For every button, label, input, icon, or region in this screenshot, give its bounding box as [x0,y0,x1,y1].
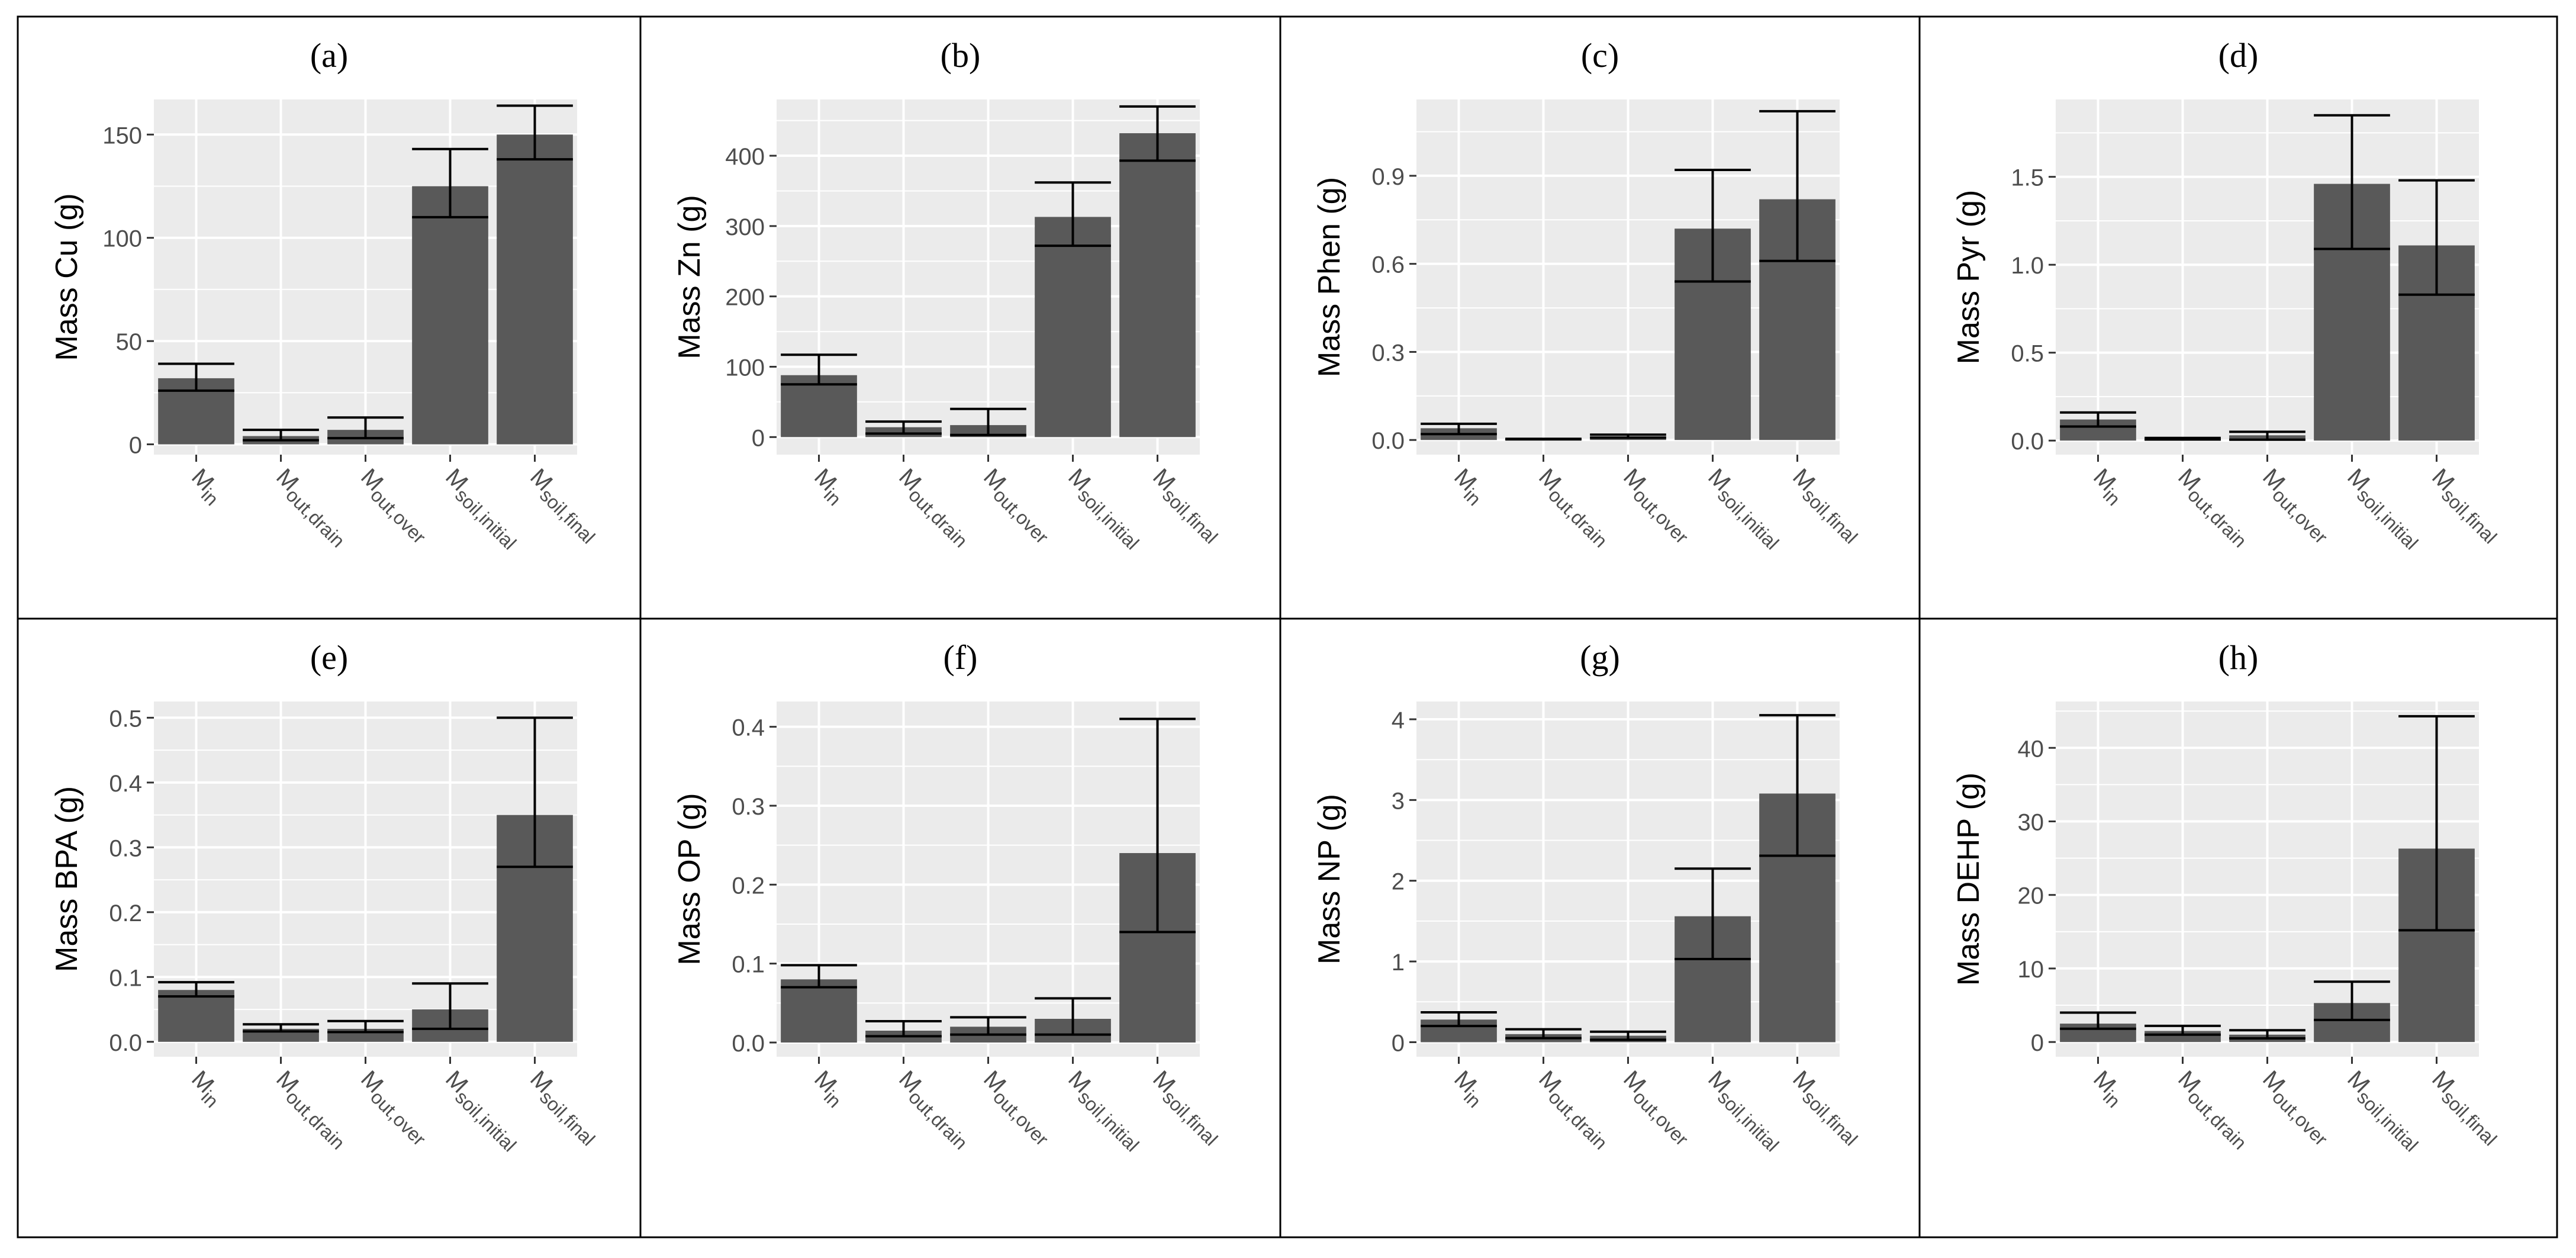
y-tick-label: 3 [1392,788,1405,814]
panel-label: (g) [1580,638,1620,677]
y-tick-label: 0.4 [732,715,765,741]
y-tick-label: 400 [725,144,765,170]
y-tick-label: 0.4 [109,771,142,797]
table-outer-border [17,15,2558,1238]
bar [781,979,857,1043]
table-borders [17,15,2558,1238]
y-axis-label: Mass Cu (g) [50,193,84,361]
panel-label: (a) [310,36,348,75]
y-tick-label: 0 [1392,1030,1405,1056]
y-tick-label: 1.0 [2011,253,2044,279]
y-axis-label: Mass DEHP (g) [1952,773,1986,986]
y-tick-label: 0.6 [1371,252,1405,278]
y-tick-label: 0.3 [732,794,765,820]
y-tick-label: 0.0 [2011,429,2044,455]
y-tick-label: 0.1 [732,952,765,978]
y-tick-label: 100 [102,226,142,252]
y-tick-label: 300 [725,214,765,240]
panel-label: (b) [941,36,981,75]
y-tick-label: 1 [1392,950,1405,976]
y-tick-label: 0.5 [2011,341,2044,367]
bar [497,134,573,445]
panel-label: (c) [1581,36,1619,75]
y-tick-label: 0.0 [732,1031,765,1057]
y-tick-label: 0 [2031,1030,2044,1056]
y-tick-label: 200 [725,285,765,311]
y-tick-label: 0 [129,433,142,459]
y-axis-label: Mass OP (g) [672,793,707,966]
y-tick-label: 40 [2018,736,2044,762]
y-tick-label: 150 [102,123,142,149]
bar [158,990,234,1042]
panel-label: (e) [310,638,348,677]
y-tick-label: 0.2 [732,873,765,899]
panel-label: (d) [2218,36,2259,75]
bar [412,186,488,445]
y-tick-label: 0.3 [1371,340,1405,366]
y-tick-label: 100 [725,355,765,381]
y-tick-label: 10 [2018,957,2044,983]
y-tick-label: 0.9 [1371,164,1405,190]
panel-label: (h) [2218,638,2259,677]
bar [1035,217,1111,437]
y-tick-label: 0.3 [109,835,142,861]
y-tick-label: 0.0 [109,1030,142,1056]
y-tick-label: 20 [2018,883,2044,909]
y-tick-label: 0 [752,425,765,451]
y-axis-label: Mass Zn (g) [672,195,707,359]
bar [1119,133,1196,437]
y-tick-label: 0.2 [109,900,142,926]
y-tick-label: 30 [2018,809,2044,835]
y-tick-label: 4 [1392,707,1405,733]
y-tick-label: 0.5 [109,706,142,732]
y-axis-label: Mass Pyr (g) [1952,190,1986,365]
y-tick-label: 0.0 [1371,428,1405,454]
y-axis-label: Mass Phen (g) [1312,177,1347,377]
panel-label: (f) [944,638,978,677]
y-tick-label: 0.1 [109,965,142,991]
y-axis-label: Mass BPA (g) [50,786,84,972]
y-axis-label: Mass NP (g) [1312,794,1347,964]
y-tick-label: 2 [1392,869,1405,895]
y-tick-label: 50 [116,329,143,355]
y-tick-label: 1.5 [2011,165,2044,191]
